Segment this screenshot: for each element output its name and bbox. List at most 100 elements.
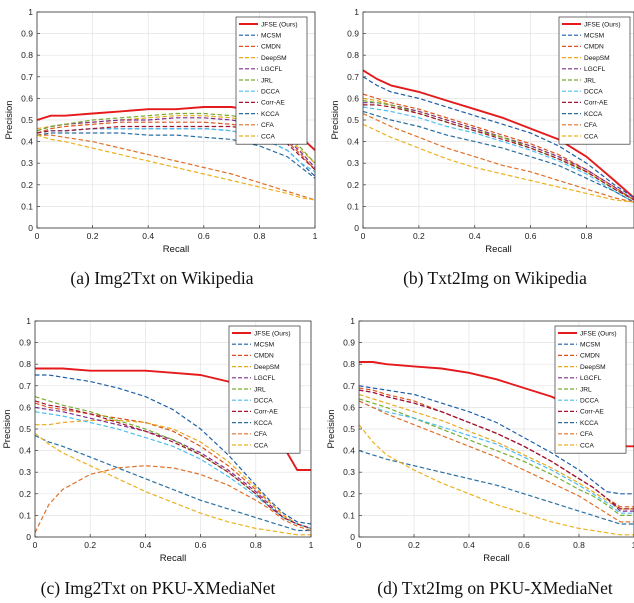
y-tick-label: 0 [350, 532, 355, 542]
x-tick-label: 0 [33, 540, 38, 550]
legend-label: DCCA [254, 398, 273, 405]
legend-label: CMDN [261, 44, 281, 51]
legend-label: KCCA [254, 420, 273, 427]
x-tick-label: 0.4 [469, 231, 481, 241]
legend-label: MCSM [254, 342, 274, 349]
y-tick-label: 0.5 [19, 424, 31, 434]
legend-label: DeepSM [584, 55, 610, 62]
y-tick-label: 0.2 [21, 180, 33, 190]
x-tick-label: 0.8 [573, 540, 585, 550]
series-group [362, 69, 634, 203]
chart-panel-2: 0 0.1 0.2 0.3 0.4 0.5 0.6 0.7 0.8 0.9 1 0 0.2 0.4 0.6 0… [2, 316, 314, 598]
legend: JFSE (Ours) MCSM CMDN DeepSM LGCFL JRL DCCA Cor… [558, 16, 631, 145]
chart-panel-3: 0 0.1 0.2 0.3 0.4 0.5 0.6 0.7 0.8 0.9 1 0 0.2 0.4 0.6 0… [326, 316, 634, 598]
y-tick-label: 0.6 [19, 402, 31, 412]
series-line-mcsm [358, 385, 634, 495]
series-line-corr-ae [34, 400, 312, 529]
legend-label: MCSM [584, 33, 604, 40]
x-axis-label: Recall [483, 553, 509, 564]
legend-label: DCCA [584, 89, 603, 96]
series-line-deepsm [35, 419, 312, 529]
legend-label: CCA [254, 442, 269, 449]
y-tick-label: 0.2 [19, 489, 31, 499]
series-line-cca [362, 123, 634, 203]
legend-label: JRL [254, 386, 266, 393]
series-line-cca [34, 432, 311, 536]
x-tick-label: 0.4 [142, 231, 154, 241]
series-line-mcsm [362, 76, 634, 199]
legend-label: LGCFL [261, 66, 283, 73]
y-tick-label: 0.7 [19, 381, 31, 391]
series-line-corr-ae [363, 104, 634, 201]
y-tick-label: 0.8 [21, 50, 33, 60]
legend-label: LGCFL [580, 375, 602, 382]
legend: JFSE (Ours) MCSM CMDN DeepSM LGCFL JRL DCCA Cor… [554, 325, 627, 454]
legend-label: DeepSM [254, 364, 280, 371]
series-line-cfa [358, 400, 634, 523]
legend-label: CCA [261, 133, 276, 140]
panel-caption: (d) Txt2Img on PKU-XMediaNet [377, 578, 613, 598]
y-tick-label: 0.7 [343, 381, 355, 391]
y-tick-label: 0.6 [347, 93, 359, 103]
x-tick-label: 0.8 [250, 540, 262, 550]
legend-label: Corr-AE [584, 100, 608, 107]
y-tick-label: 0.1 [343, 510, 355, 520]
series-line-cfa [362, 112, 634, 203]
panel-caption: (b) Txt2Img on Wikipedia [403, 268, 587, 288]
legend-label: Corr-AE [261, 100, 285, 107]
y-tick-label: 1 [28, 7, 33, 17]
y-tick-label: 0 [28, 223, 33, 233]
y-tick-label: 1 [354, 7, 359, 17]
legend-label: LGCFL [584, 66, 606, 73]
x-tick-label: 1 [632, 540, 634, 550]
x-tick-label: 0.6 [195, 540, 207, 550]
legend: JFSE (Ours) MCSM CMDN DeepSM LGCFL JRL DCCA Cor… [235, 16, 308, 145]
legend: JFSE (Ours) MCSM CMDN DeepSM LGCFL JRL DCCA Cor… [228, 325, 301, 454]
x-tick-label: 0.6 [198, 231, 210, 241]
x-tick-label: 0.8 [253, 231, 265, 241]
series-line-lgcfl [363, 102, 634, 201]
y-tick-label: 1 [26, 316, 31, 326]
legend-label: Corr-AE [580, 409, 604, 416]
legend-label: MCSM [261, 33, 281, 40]
legend-label: CMDN [254, 353, 274, 360]
x-tick-label: 0.2 [87, 231, 99, 241]
y-tick-label: 0.8 [343, 359, 355, 369]
series-line-deepsm [358, 393, 634, 510]
legend-label: JRL [584, 77, 596, 84]
y-tick-label: 0.2 [347, 180, 359, 190]
series-line-corr-ae [358, 389, 634, 510]
y-tick-label: 0.3 [343, 467, 355, 477]
series-line-dcca [36, 128, 316, 173]
y-tick-label: 0.1 [347, 201, 359, 211]
chart-panel-1: 0 0.1 0.2 0.3 0.4 0.5 0.6 0.7 0.8 0.9 1 0 0.2 0.4 0.6 0… [330, 7, 634, 288]
series-line-dcca [358, 400, 634, 514]
series-line-dcca [362, 106, 634, 203]
legend-label: CFA [584, 122, 597, 129]
legend-label: CMDN [584, 44, 604, 51]
legend-label: CFA [254, 431, 267, 438]
x-axis-label: Recall [163, 244, 189, 255]
x-axis-label: Recall [160, 553, 186, 564]
y-tick-label: 0.4 [347, 137, 359, 147]
x-tick-label: 0 [35, 231, 40, 241]
x-tick-label: 0.8 [581, 231, 593, 241]
y-axis-label: Precision [2, 409, 13, 448]
legend-label: CCA [584, 133, 599, 140]
series-line-cfa [34, 465, 312, 533]
y-tick-label: 1 [350, 316, 355, 326]
legend-label: CFA [261, 122, 274, 129]
y-tick-label: 0.6 [21, 93, 33, 103]
legend-label: DeepSM [580, 364, 606, 371]
y-axis-label: Precision [330, 100, 341, 139]
x-tick-label: 1 [309, 540, 314, 550]
x-tick-label: 0 [361, 231, 366, 241]
series-line-dcca [34, 411, 312, 529]
y-tick-label: 0.5 [347, 115, 359, 125]
x-tick-label: 0.2 [413, 231, 425, 241]
y-tick-label: 0.9 [347, 29, 359, 39]
series-line-kcca [36, 132, 316, 179]
y-tick-label: 0.4 [21, 137, 33, 147]
x-tick-label: 0.6 [518, 540, 530, 550]
